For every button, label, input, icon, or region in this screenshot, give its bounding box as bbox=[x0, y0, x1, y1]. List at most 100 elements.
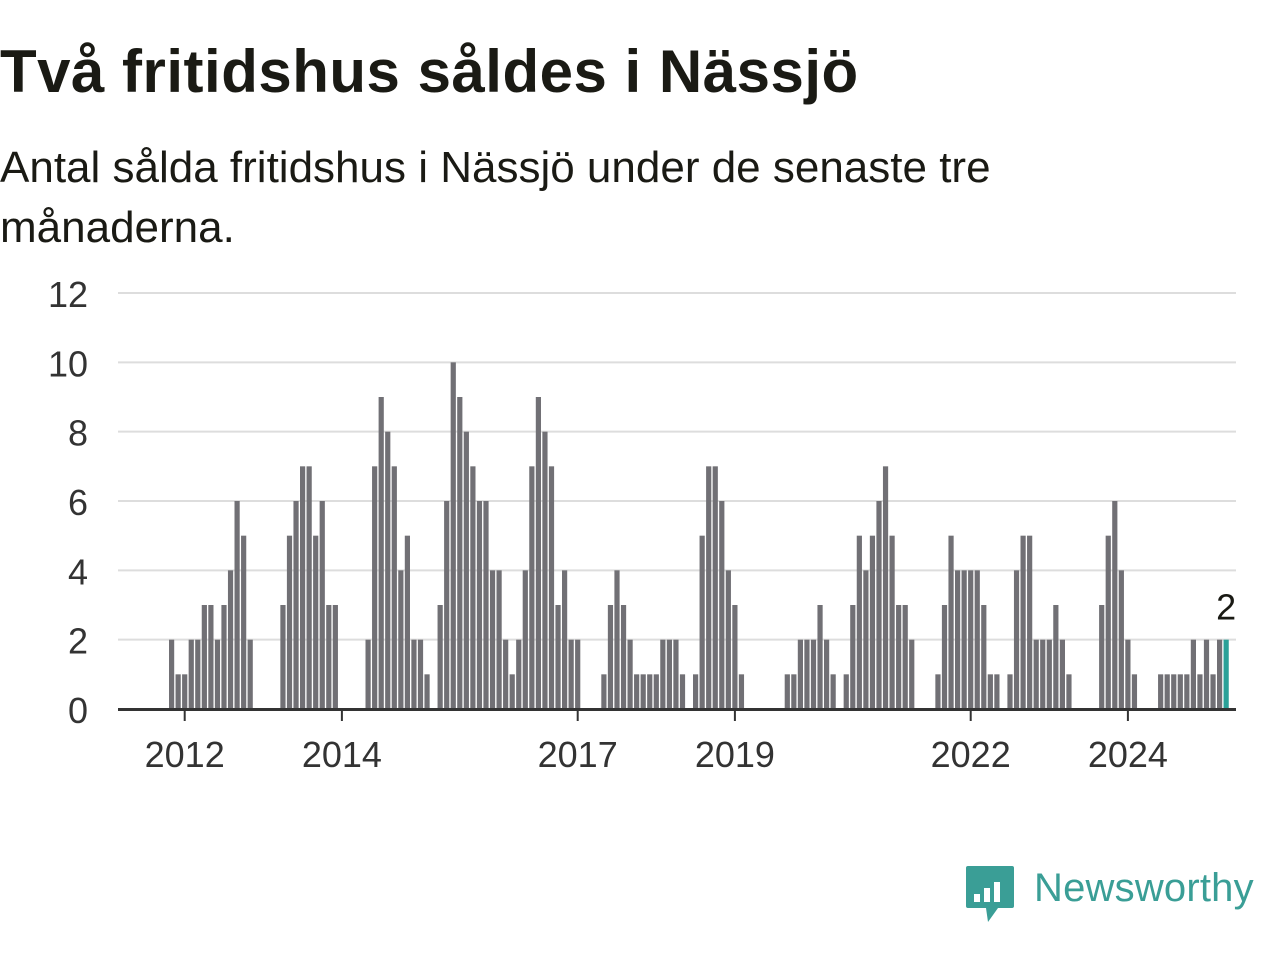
bar bbox=[1190, 639, 1196, 709]
y-tick-label: 2 bbox=[68, 621, 88, 662]
x-tick-label: 2019 bbox=[695, 734, 775, 775]
y-tick-label: 6 bbox=[68, 482, 88, 523]
bar bbox=[241, 535, 247, 709]
bar bbox=[529, 466, 535, 709]
bar bbox=[850, 605, 856, 709]
bar bbox=[1203, 639, 1210, 709]
bar bbox=[483, 501, 489, 709]
bar bbox=[1027, 535, 1033, 709]
bar bbox=[882, 466, 889, 709]
bar bbox=[738, 674, 745, 709]
bar bbox=[791, 674, 797, 709]
bar bbox=[1184, 674, 1190, 709]
bar bbox=[1013, 570, 1020, 709]
bar bbox=[300, 466, 306, 709]
logo-text: Newsworthy bbox=[1034, 866, 1254, 910]
bar bbox=[1066, 674, 1072, 709]
bar bbox=[810, 639, 817, 709]
bar bbox=[620, 605, 627, 709]
bar bbox=[208, 605, 214, 709]
bar bbox=[673, 639, 679, 709]
bar bbox=[876, 501, 882, 709]
bar bbox=[869, 535, 876, 709]
bar bbox=[450, 362, 456, 709]
bar bbox=[1046, 639, 1052, 709]
bar bbox=[417, 639, 424, 709]
bar bbox=[640, 674, 646, 709]
bar bbox=[1197, 674, 1203, 709]
newsworthy-logo[interactable]: Newsworthy bbox=[964, 864, 1280, 928]
bar bbox=[1217, 639, 1223, 709]
bar bbox=[1125, 639, 1131, 709]
newsworthy-logo-icon bbox=[966, 866, 1014, 922]
bar bbox=[470, 466, 476, 709]
bar bbox=[188, 639, 194, 709]
bar bbox=[575, 639, 581, 709]
bar bbox=[1158, 674, 1164, 709]
bar bbox=[961, 570, 967, 709]
y-tick-label: 4 bbox=[68, 551, 88, 592]
bar bbox=[706, 466, 712, 709]
bar bbox=[326, 605, 332, 709]
bar bbox=[693, 674, 699, 709]
bar bbox=[437, 605, 443, 709]
bar bbox=[195, 639, 201, 709]
bar bbox=[817, 605, 823, 709]
bar bbox=[968, 570, 974, 709]
bar bbox=[496, 570, 502, 709]
bar bbox=[535, 397, 541, 709]
bar bbox=[424, 674, 430, 709]
bar bbox=[1210, 674, 1216, 709]
bar bbox=[391, 466, 397, 709]
bar bbox=[378, 397, 384, 709]
bar bbox=[201, 605, 207, 709]
bar bbox=[1099, 605, 1105, 709]
x-tick-label: 2012 bbox=[145, 734, 225, 775]
bar bbox=[955, 570, 961, 709]
bar bbox=[398, 570, 404, 709]
bar bbox=[542, 431, 548, 709]
bar bbox=[902, 605, 908, 709]
y-tick-label: 0 bbox=[68, 690, 88, 731]
data-label: 2 bbox=[1216, 587, 1236, 628]
bar bbox=[548, 466, 555, 709]
bar bbox=[601, 674, 607, 709]
bar bbox=[1007, 674, 1013, 709]
bar bbox=[227, 570, 234, 709]
bar bbox=[804, 639, 810, 709]
bar bbox=[411, 639, 417, 709]
bar bbox=[332, 605, 338, 709]
bar bbox=[1033, 639, 1039, 709]
bar bbox=[981, 605, 987, 709]
bar bbox=[293, 501, 299, 709]
chart-subtitle: Antal sålda fritidshus i Nässjö under de… bbox=[0, 143, 991, 252]
bar bbox=[182, 674, 188, 709]
bar bbox=[286, 535, 293, 709]
bar bbox=[627, 639, 633, 709]
y-tick-label: 12 bbox=[48, 274, 88, 315]
bar bbox=[555, 605, 561, 709]
bar bbox=[725, 570, 731, 709]
bar bbox=[666, 639, 672, 709]
y-tick-label: 10 bbox=[48, 343, 88, 384]
bar bbox=[1171, 674, 1177, 709]
chart-title: Två fritidshus såldes i Nässjö bbox=[0, 38, 859, 105]
bar bbox=[169, 639, 175, 709]
bar bbox=[647, 674, 653, 709]
bar bbox=[313, 535, 319, 709]
bar bbox=[385, 431, 391, 709]
bar bbox=[444, 501, 450, 709]
bar bbox=[856, 535, 862, 709]
x-tick-label: 2024 bbox=[1088, 734, 1168, 775]
bar bbox=[614, 570, 620, 709]
bar bbox=[247, 639, 253, 709]
bar bbox=[784, 674, 790, 709]
bar bbox=[404, 535, 410, 709]
bar bbox=[522, 570, 528, 709]
bar bbox=[568, 639, 574, 709]
bar bbox=[712, 466, 718, 709]
bar bbox=[1164, 674, 1170, 709]
bar bbox=[319, 501, 325, 709]
bar bbox=[909, 639, 915, 709]
bar bbox=[699, 535, 705, 709]
